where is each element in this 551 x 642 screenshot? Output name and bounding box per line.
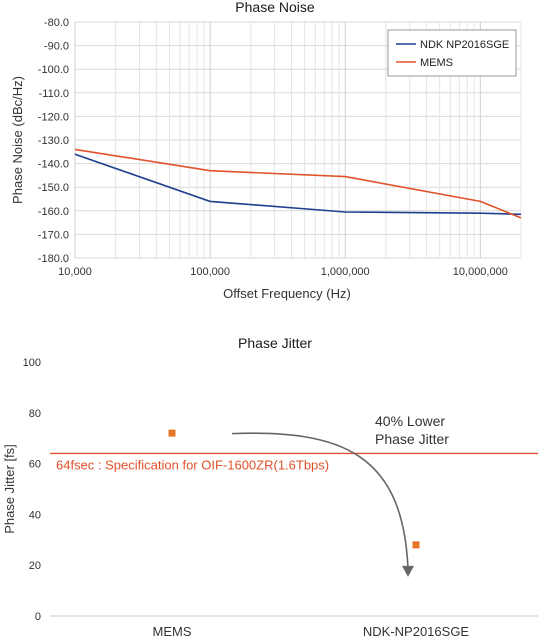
phase-noise-gridlines xyxy=(74,21,522,259)
y-tick-label: -130.0 xyxy=(38,135,69,147)
y-tick-label: 60 xyxy=(29,459,41,471)
y-tick-label: -170.0 xyxy=(38,229,69,241)
y-tick-label: -110.0 xyxy=(39,88,69,100)
y-tick-label: -90.0 xyxy=(44,41,69,53)
y-tick-label: 40 xyxy=(29,509,41,521)
phase-noise-y-tick-labels: -80.0 -90.0 -100.0 -110.0 -120.0 -130.0 -140.0… xyxy=(38,17,69,265)
y-tick-label: -100.0 xyxy=(38,64,69,76)
phase-jitter-markers xyxy=(168,429,420,549)
y-tick-label: 80 xyxy=(29,408,41,420)
marker-mems xyxy=(168,429,176,437)
x-tick-label: 100,000 xyxy=(190,266,230,278)
arrow-head xyxy=(402,565,414,577)
phase-noise-title: Phase Noise xyxy=(235,0,315,15)
legend-label-ndk: NDK NP2016SGE xyxy=(420,39,509,51)
phase-jitter-title: Phase Jitter xyxy=(238,335,312,351)
phase-jitter-chart: Phase Jitter 0 20 40 60 80 100 MEMS NDK-NP2016… xyxy=(2,335,538,639)
specification-label: 64fsec : Specification for OIF-1600ZR(1.… xyxy=(56,457,329,472)
x-category-label: NDK-NP2016SGE xyxy=(363,624,470,639)
y-tick-label: 0 xyxy=(35,611,41,623)
specification-line-group: 64fsec : Specification for OIF-1600ZR(1.… xyxy=(50,452,538,472)
marker-ndk xyxy=(412,541,420,549)
annotation-line-1: 40% Lower xyxy=(375,413,445,429)
phase-jitter-x-tick-labels: MEMS NDK-NP2016SGE xyxy=(153,624,470,639)
legend-label-mems: MEMS xyxy=(420,57,453,69)
arrow-path xyxy=(231,432,409,569)
phase-jitter-y-tick-labels: 0 20 40 60 80 100 xyxy=(23,357,538,623)
series-line-mems xyxy=(74,148,522,219)
phase-noise-chart: Phase Noise -80.0 -90.0 -100.0 -110.0 -120.0… xyxy=(10,0,522,301)
phase-noise-x-axis-label: Offset Frequency (Hz) xyxy=(223,286,351,301)
y-tick-label: -150.0 xyxy=(38,182,69,194)
phase-noise-legend: NDK NP2016SGE MEMS xyxy=(387,29,517,77)
y-tick-label: -80.0 xyxy=(44,17,69,29)
y-tick-label: 20 xyxy=(29,560,41,572)
phase-noise-series-lines xyxy=(74,148,522,219)
x-category-label: MEMS xyxy=(153,624,192,639)
y-tick-label: -160.0 xyxy=(38,206,69,218)
x-tick-label: 10,000 xyxy=(58,266,92,278)
y-tick-label: -140.0 xyxy=(38,159,69,171)
series-line-ndk xyxy=(74,153,522,216)
legend-box xyxy=(387,29,517,77)
x-tick-label: 10,000,000 xyxy=(453,266,508,278)
reduction-arrow xyxy=(231,432,414,577)
phase-jitter-y-axis-label: Phase Jitter [fs] xyxy=(2,444,17,534)
x-tick-label: 1,000,000 xyxy=(321,266,370,278)
phase-noise-y-axis-label: Phase Noise (dBc/Hz) xyxy=(10,76,25,204)
phase-noise-x-tick-labels: 10,000 100,000 1,000,000 10,000,000 xyxy=(58,266,508,278)
annotation-line-2: Phase Jitter xyxy=(375,431,449,447)
y-tick-label: -120.0 xyxy=(38,111,69,123)
y-tick-label: -180.0 xyxy=(38,253,69,265)
y-tick-label: 100 xyxy=(23,357,41,369)
